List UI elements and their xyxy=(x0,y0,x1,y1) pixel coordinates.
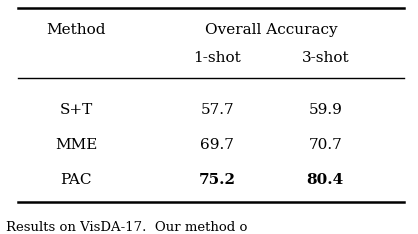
Text: 1-shot: 1-shot xyxy=(194,51,241,65)
Text: 80.4: 80.4 xyxy=(307,173,344,187)
Text: 57.7: 57.7 xyxy=(201,103,234,117)
Text: 69.7: 69.7 xyxy=(200,138,234,152)
Text: S+T: S+T xyxy=(59,103,93,117)
Text: 3-shot: 3-shot xyxy=(301,51,349,65)
Text: Results on VisDA-17.  Our method o: Results on VisDA-17. Our method o xyxy=(5,221,247,234)
Text: Overall Accuracy: Overall Accuracy xyxy=(205,23,338,37)
Text: PAC: PAC xyxy=(60,173,92,187)
Text: Method: Method xyxy=(46,23,106,37)
Text: 70.7: 70.7 xyxy=(308,138,342,152)
Text: 59.9: 59.9 xyxy=(308,103,342,117)
Text: MME: MME xyxy=(55,138,97,152)
Text: 75.2: 75.2 xyxy=(199,173,236,187)
